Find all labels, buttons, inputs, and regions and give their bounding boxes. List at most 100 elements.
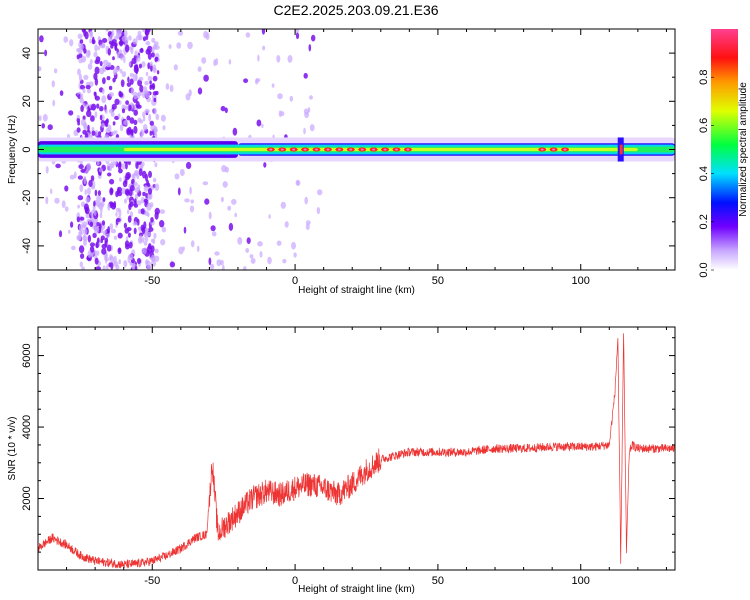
heatmap-noise-blob	[293, 252, 297, 258]
heatmap-noise-blob	[197, 87, 203, 95]
heatmap-noise-blob	[133, 203, 138, 208]
heatmap-noise-blob	[138, 168, 143, 177]
heatmap-noise-blob	[148, 113, 152, 122]
heatmap-noise-blob	[177, 187, 181, 196]
heatmap-noise-blob	[147, 188, 153, 195]
heatmap-noise-blob	[126, 227, 132, 232]
heatmap-noise-blob	[115, 211, 118, 217]
heatmap-noise-blob	[183, 226, 187, 234]
heatmap-noise-blob	[160, 239, 166, 246]
heatmap-noise-blob	[41, 123, 45, 129]
heatmap-noise-blob	[245, 248, 250, 253]
heatmap-noise-blob	[86, 110, 92, 118]
heatmap-noise-blob	[151, 37, 156, 43]
heatmap-noise-blob	[112, 121, 116, 126]
heatmap-noise-blob	[208, 211, 212, 220]
snr-x-tick-label: 0	[292, 575, 298, 587]
heatmap-noise-blob	[221, 264, 225, 270]
heatmap-noise-blob	[112, 56, 115, 61]
heatmap-noise-blob	[120, 79, 125, 88]
heatmap-noise-blob	[294, 29, 300, 34]
heatmap-noise-blob	[45, 166, 49, 174]
heatmap-noise-blob	[114, 98, 120, 106]
heatmap-noise-blob	[77, 175, 83, 180]
heatmap-noise-blob	[88, 179, 93, 188]
heatmap-noise-blob	[280, 201, 286, 209]
heatmap-noise-blob	[84, 189, 87, 196]
heatmap-noise-blob	[82, 129, 87, 135]
heatmap-noise-blob	[282, 258, 287, 264]
heatmap-noise-blob	[94, 95, 100, 101]
heatmap-noise-blob	[143, 124, 148, 131]
heatmap-noise-blob	[101, 95, 107, 104]
heatmap-noise-blob	[201, 57, 207, 64]
heatmap-noise-blob	[255, 78, 261, 83]
heatmap-noise-blob	[69, 174, 75, 180]
heatmap-noise-blob	[109, 92, 114, 97]
heatmap-noise-blob	[77, 68, 81, 76]
heatmap-noise-blob	[45, 196, 49, 205]
heatmap-noise-blob	[78, 224, 84, 232]
heatmap-noise-blob	[55, 163, 61, 169]
heatmap-noise-blob	[134, 50, 138, 57]
heatmap-noise-blob	[152, 43, 158, 50]
heatmap-noise-blob	[64, 185, 69, 192]
heatmap-noise-blob	[98, 131, 102, 136]
heatmap-noise-blob	[149, 84, 152, 90]
heatmap-noise-blob	[89, 59, 93, 65]
heatmap-noise-blob	[131, 57, 137, 65]
colorbar-tick-label: 0.0	[698, 262, 710, 277]
heatmap-x-label: Height of straight line (km)	[298, 285, 415, 296]
heatmap-noise-blob	[127, 232, 131, 238]
heatmap-noise-blob	[93, 91, 97, 96]
heatmap-noise-blob	[112, 77, 116, 83]
heatmap-noise-blob	[227, 205, 232, 211]
heatmap-noise-blob	[110, 41, 116, 47]
heatmap-peak-core	[315, 148, 319, 151]
heatmap-peak-core	[552, 148, 556, 151]
heatmap-noise-blob	[162, 125, 166, 131]
heatmap-noise-blob	[151, 52, 155, 58]
heatmap-noise-blob	[126, 209, 130, 215]
heatmap-noise-blob	[185, 161, 192, 170]
heatmap-noise-blob	[309, 124, 315, 132]
heatmap-noise-blob	[147, 62, 151, 70]
heatmap-noise-blob	[87, 63, 93, 70]
heatmap-noise-blob	[76, 118, 81, 123]
heatmap-noise-blob	[93, 200, 96, 207]
heatmap-noise-blob	[179, 168, 185, 177]
heatmap-noise-blob	[54, 197, 60, 204]
heatmap-noise-blob	[271, 83, 275, 88]
heatmap-noise-blob	[47, 124, 53, 131]
heatmap-noise-blob	[147, 212, 150, 217]
heatmap-noise-blob	[121, 71, 127, 78]
heatmap-noise-blob	[295, 32, 300, 40]
heatmap-noise-blob	[307, 107, 311, 113]
heatmap-noise-blob	[70, 221, 74, 228]
heatmap-noise-blob	[127, 76, 130, 83]
heatmap-noise-blob	[144, 108, 150, 114]
heatmap-noise-blob	[165, 83, 170, 90]
heatmap-noise-blob	[182, 246, 185, 251]
heatmap-noise-blob	[303, 72, 308, 79]
snr-x-tick-label: 100	[572, 575, 590, 587]
heatmap-noise-blob	[153, 107, 157, 115]
heatmap-noise-blob	[111, 103, 117, 110]
heatmap-noise-blob	[113, 201, 117, 209]
heatmap-noise-blob	[161, 226, 167, 233]
heatmap-noise-blob	[117, 232, 123, 239]
heatmap-noise-blob	[79, 184, 84, 193]
heatmap-x-tick-label: 50	[432, 275, 444, 287]
heatmap-peak-core	[540, 148, 544, 151]
heatmap-noise-blob	[176, 42, 182, 49]
snr-y-tick-label: 4000	[21, 415, 33, 439]
heatmap-noise-blob	[101, 220, 106, 226]
heatmap-noise-blob	[61, 200, 66, 208]
heatmap-noise-blob	[261, 123, 264, 129]
heatmap-noise-blob	[95, 266, 101, 270]
heatmap-noise-blob	[96, 194, 102, 203]
heatmap-noise-blob	[149, 130, 153, 136]
heatmap-noise-blob	[129, 211, 134, 218]
heatmap-noise-blob	[148, 227, 154, 232]
heatmap-noise-blob	[228, 222, 234, 231]
